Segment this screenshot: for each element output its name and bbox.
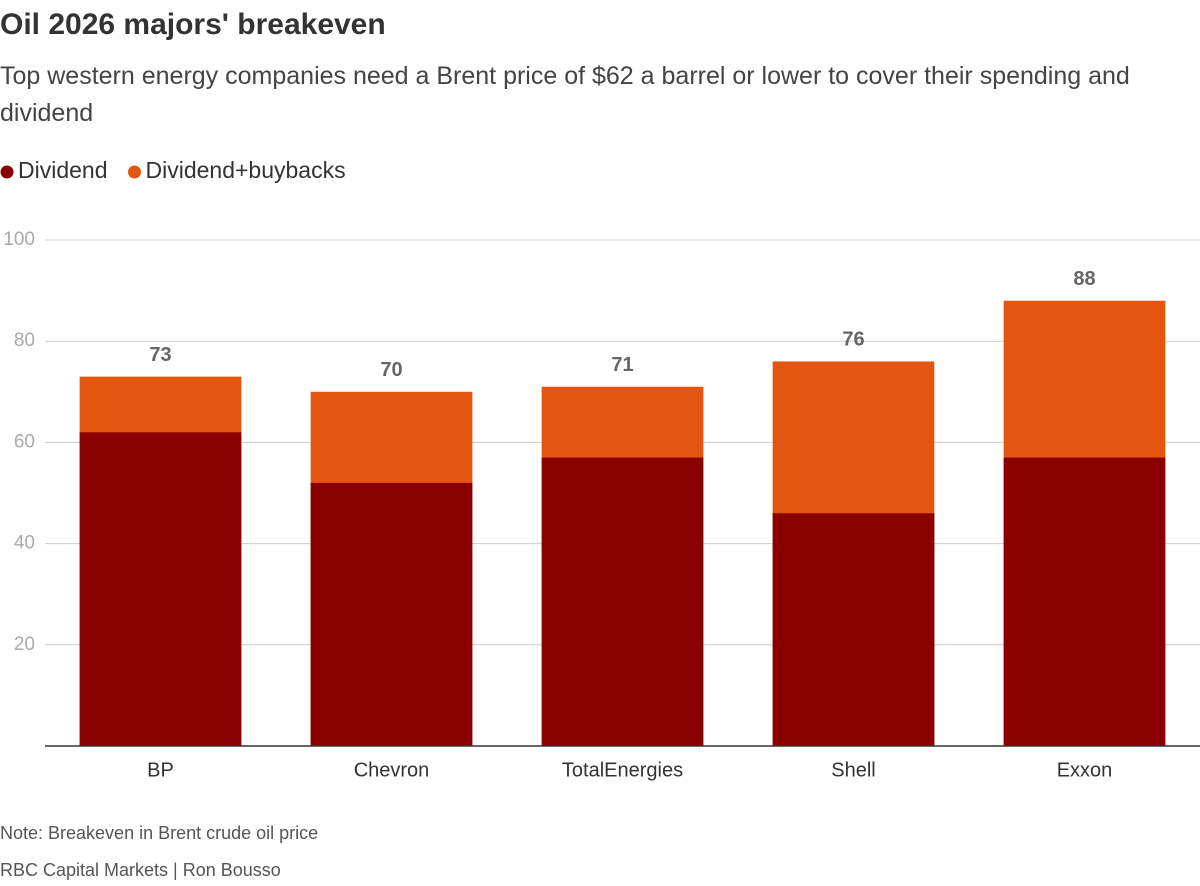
data-label: 73 [149,344,171,366]
bar [541,457,704,746]
data-label: 71 [611,354,633,376]
bar [772,513,935,746]
x-tick-label: TotalEnergies [562,759,683,781]
legend-label: Dividend [18,157,108,183]
bar [79,432,242,746]
x-tick-label: BP [147,759,174,781]
y-tick-label: 80 [14,330,35,351]
y-tick-label: 60 [14,431,35,452]
legend-swatch [0,165,14,179]
x-tick-label: Chevron [354,759,430,781]
chart-title: Oil 2026 majors' breakeven [0,8,386,41]
chart-subtitle: Top western energy companies need a Bren… [0,62,1130,127]
data-label: 76 [842,329,864,351]
legend-label: Dividend+buybacks [146,157,346,183]
bar [310,482,473,746]
legend-swatch [128,165,141,179]
data-label: 70 [380,359,402,381]
note: Note: Breakeven in Brent crude oil price [0,823,318,843]
y-tick-label: 100 [3,229,35,250]
x-tick-label: Shell [831,759,875,781]
x-tick-label: Exxon [1057,759,1113,781]
y-tick-label: 40 [14,533,35,554]
bar [1003,457,1166,746]
y-tick-label: 20 [14,634,35,655]
source: RBC Capital Markets | Ron Bousso [0,860,281,880]
data-label: 88 [1073,268,1095,290]
